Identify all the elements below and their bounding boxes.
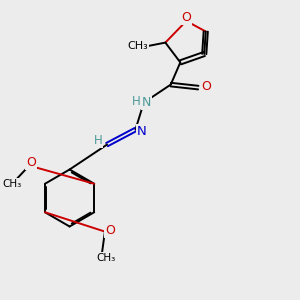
Text: O: O bbox=[202, 80, 212, 93]
Text: N: N bbox=[137, 124, 147, 138]
Text: CH₃: CH₃ bbox=[128, 41, 148, 51]
Text: CH₃: CH₃ bbox=[97, 253, 116, 263]
Text: O: O bbox=[182, 11, 191, 24]
Text: O: O bbox=[26, 155, 36, 169]
Text: CH₃: CH₃ bbox=[2, 179, 22, 189]
Text: H: H bbox=[132, 95, 141, 108]
Text: O: O bbox=[105, 224, 115, 237]
Text: H: H bbox=[94, 134, 102, 147]
Text: N: N bbox=[142, 96, 152, 109]
